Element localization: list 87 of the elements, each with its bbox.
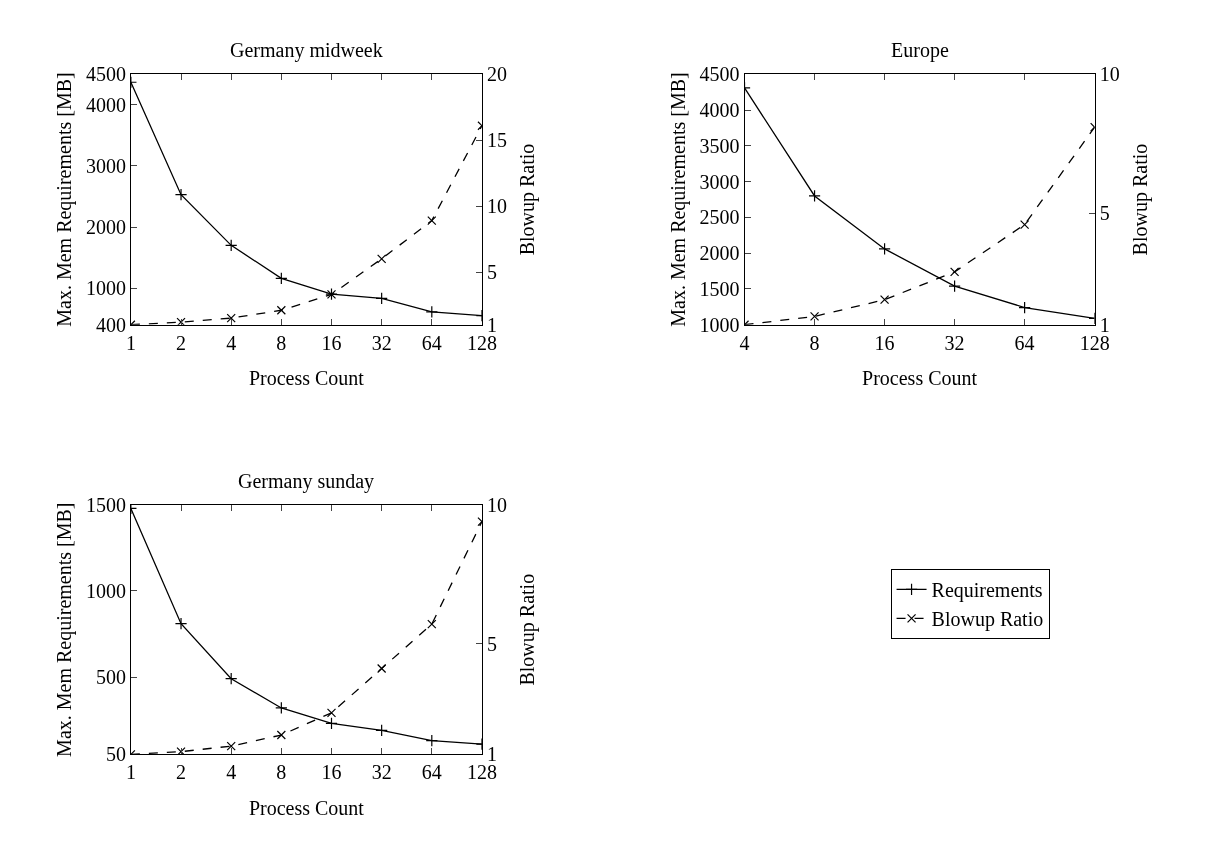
point: [326, 708, 337, 718]
x-tick-label: 64: [421, 761, 442, 784]
y-tick-label: 50: [105, 743, 126, 766]
point: [325, 717, 338, 730]
y-tick-label: 4500: [85, 63, 126, 86]
point: [950, 267, 960, 277]
y-tick-label: 3500: [699, 134, 740, 157]
x-tick-label: 2: [176, 761, 187, 784]
point: [226, 313, 236, 323]
y-tick-label: 1000: [85, 579, 126, 602]
y2-tick-label: 5: [1099, 202, 1110, 225]
y-tick-label: 500: [95, 666, 126, 688]
x-tick-label: 16: [321, 331, 342, 354]
point: [377, 254, 387, 264]
y-tick-label: 2000: [699, 242, 740, 265]
y-axis-title: Max. Mem Requirements [MB]: [53, 502, 77, 757]
legend-label: Requirements: [931, 579, 1043, 603]
chart-title: Germany midweek: [230, 39, 383, 62]
y-tick-label: 400: [95, 313, 126, 336]
point: [808, 189, 821, 203]
x-tick-label: 16: [321, 761, 342, 784]
point: [275, 272, 288, 285]
x-tick-label: 4: [739, 331, 750, 354]
x-tick-label: 8: [809, 331, 820, 354]
point: [224, 672, 238, 685]
y-tick-label: 1000: [699, 313, 740, 336]
point: [427, 619, 437, 629]
x-tick-label: 8: [276, 761, 287, 784]
x-axis-title: Process Count: [862, 367, 978, 390]
x-tick-label: 1: [125, 331, 136, 354]
x-tick-label: 1: [125, 761, 136, 784]
x-axis-title: Process Count: [248, 796, 365, 819]
point: [226, 741, 236, 751]
point: [878, 242, 891, 256]
point: [276, 730, 286, 740]
point: [377, 663, 387, 674]
y2-tick-label: 5: [486, 261, 497, 284]
y2-tick-label: 15: [486, 129, 507, 152]
point: [275, 701, 288, 715]
y2-axis-title: Blowup Ratio: [1129, 143, 1153, 256]
y-tick-label: 4000: [85, 93, 126, 116]
x-tick-label: 16: [874, 331, 895, 354]
chart-title: Germany sunday: [238, 470, 375, 493]
x-tick-label: 4: [226, 331, 237, 354]
x-tick-label: 8: [276, 331, 287, 354]
y2-tick-label: 5: [486, 632, 497, 655]
x-axis-title: Process Count: [248, 367, 365, 390]
point: [375, 292, 388, 305]
y-tick-label: 2500: [699, 206, 740, 229]
point: [809, 311, 820, 321]
x-tick-label: 32: [371, 761, 392, 784]
x-tick-label: 32: [371, 331, 392, 354]
point: [224, 239, 238, 252]
y2-tick-label: 10: [486, 195, 507, 218]
point: [375, 724, 388, 737]
point: [879, 295, 890, 305]
x-tick-label: 32: [944, 331, 965, 354]
point: [1018, 301, 1031, 314]
point: [276, 305, 286, 315]
chart-title: Europe: [891, 39, 949, 62]
point: [427, 216, 437, 226]
x-tick-label: 2: [176, 331, 187, 354]
y2-tick-label: 10: [1099, 63, 1120, 86]
y-tick-label: 1500: [85, 493, 126, 516]
y2-tick-label: 10: [486, 493, 507, 516]
y2-axis-title: Blowup Ratio: [516, 143, 540, 256]
point: [425, 305, 439, 319]
y-axis-title: Max. Mem Requirements [MB]: [667, 72, 691, 327]
x-tick-label: 64: [421, 331, 442, 354]
y-axis-title: Max. Mem Requirements [MB]: [53, 72, 77, 327]
y2-tick-label: 20: [486, 63, 507, 86]
point: [174, 188, 188, 201]
y-tick-label: 1000: [85, 277, 126, 300]
y-tick-label: 1500: [699, 277, 740, 300]
y-tick-label: 4000: [699, 99, 740, 122]
point: [174, 617, 188, 630]
y-tick-label: 2000: [85, 216, 126, 239]
y-tick-label: 4500: [699, 63, 740, 86]
y2-axis-title: Blowup Ratio: [516, 573, 540, 686]
point: [948, 279, 961, 293]
point: [425, 734, 439, 747]
point: [1020, 219, 1030, 230]
y-tick-label: 3000: [85, 154, 126, 177]
x-tick-label: 64: [1014, 331, 1035, 354]
y-tick-label: 3000: [699, 170, 740, 193]
legend-label: Blowup Ratio: [931, 608, 1044, 632]
x-tick-label: 4: [226, 761, 237, 784]
